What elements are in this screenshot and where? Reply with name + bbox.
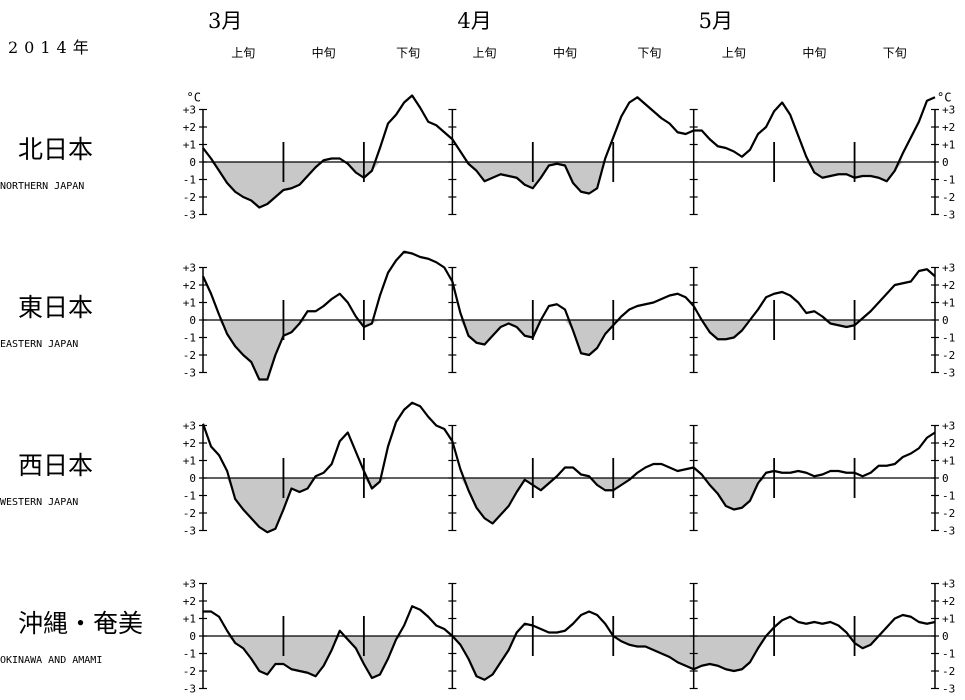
- y-tick-label: 0: [189, 472, 196, 485]
- y-tick-label: -3: [942, 367, 955, 380]
- region-name-en: NORTHERN JAPAN: [0, 181, 84, 192]
- y-tick-label: -3: [183, 209, 196, 222]
- region-name: 東日本: [18, 293, 93, 322]
- negative-fill: [203, 320, 935, 380]
- y-tick-label: +3: [942, 104, 955, 117]
- series-line: [202, 94, 936, 209]
- panel-2: 東日本 EASTERN JAPAN -3 -2 -1 0 +1 +2 +3 -3 -2 -1 0 +1 +2…: [0, 250, 955, 381]
- y-tick-label: -1: [183, 648, 196, 661]
- y-tick-label: +3: [942, 262, 955, 275]
- month-label: 5月: [699, 9, 733, 33]
- y-tick-label: -3: [942, 525, 955, 538]
- negative-fill: [203, 478, 935, 533]
- y-tick-label: +2: [183, 595, 196, 608]
- y-tick-label: 0: [942, 630, 949, 643]
- dekad-label: 上旬: [473, 46, 497, 60]
- y-tick-label: +1: [942, 297, 955, 310]
- dekad-label: 下旬: [883, 46, 907, 60]
- dekad-label: 中旬: [802, 45, 826, 60]
- y-tick-label: -3: [183, 367, 196, 380]
- y-tick-label: -1: [942, 332, 955, 345]
- y-tick-label: -3: [942, 209, 955, 222]
- y-tick-label: +1: [183, 297, 196, 310]
- y-tick-label: -1: [183, 490, 196, 503]
- y-tick-label: +2: [942, 279, 955, 292]
- negative-fill: [203, 636, 935, 680]
- y-tick-label: +1: [183, 455, 196, 468]
- series-line: [203, 605, 936, 681]
- dekad-label: 中旬: [553, 45, 577, 60]
- y-tick-label: -2: [183, 349, 196, 362]
- y-tick-label: -2: [942, 507, 955, 520]
- series-line: [201, 401, 936, 534]
- y-tick-label: -1: [183, 332, 196, 345]
- panel-3: 西日本 WESTERN JAPAN -3 -2 -1 0 +1 +2 +3 -3 -2 -1 0 +1 +2…: [0, 401, 955, 538]
- y-tick-label: 0: [189, 630, 196, 643]
- y-tick-label: -1: [942, 648, 955, 661]
- y-tick-label: +2: [942, 121, 955, 134]
- y-tick-label: -1: [942, 490, 955, 503]
- y-tick-label: -2: [942, 349, 955, 362]
- dekad-label: 上旬: [722, 46, 746, 60]
- y-tick-label: +3: [942, 578, 955, 591]
- y-tick-label: -2: [183, 665, 196, 678]
- y-tick-label: -2: [183, 507, 196, 520]
- dekad-label: 下旬: [637, 46, 661, 60]
- y-tick-label: +3: [942, 420, 955, 433]
- y-tick-label: 0: [942, 314, 949, 327]
- y-tick-label: +3: [183, 578, 196, 591]
- y-tick-label: -2: [942, 665, 955, 678]
- y-tick-label: +2: [183, 121, 196, 134]
- y-tick-label: +1: [942, 613, 955, 626]
- y-tick-label: +3: [183, 262, 196, 275]
- y-tick-label: -3: [942, 683, 955, 696]
- y-tick-label: -1: [942, 174, 955, 187]
- region-name: 沖縄・奄美: [18, 609, 143, 638]
- y-tick-label: +1: [942, 139, 955, 152]
- y-tick-label: +1: [942, 455, 955, 468]
- y-tick-label: +2: [183, 279, 196, 292]
- dekad-label: 下旬: [396, 46, 420, 60]
- y-tick-label: 0: [942, 472, 949, 485]
- y-tick-label: +2: [942, 595, 955, 608]
- region-name: 西日本: [18, 451, 93, 480]
- panel-4: 沖縄・奄美 OKINAWA AND AMAMI -3 -2 -1 0 +1 +2 +3 -3 -2 -…: [0, 578, 955, 696]
- y-tick-label: +2: [942, 437, 955, 450]
- region-name-en: WESTERN JAPAN: [0, 497, 78, 508]
- y-tick-label: +1: [183, 613, 196, 626]
- region-name-en: OKINAWA AND AMAMI: [0, 655, 102, 666]
- series-line: [202, 250, 936, 381]
- y-tick-label: +3: [183, 104, 196, 117]
- y-tick-label: +1: [183, 139, 196, 152]
- negative-fill: [203, 162, 935, 208]
- dekad-label: 中旬: [312, 45, 336, 60]
- y-tick-label: 0: [189, 314, 196, 327]
- region-name: 北日本: [18, 135, 93, 164]
- year-label: 2014年: [8, 38, 95, 57]
- y-tick-label: -3: [183, 525, 196, 538]
- y-tick-label: -2: [942, 191, 955, 204]
- month-label: 4月: [457, 9, 491, 33]
- y-tick-label: -2: [183, 191, 196, 204]
- y-tick-label: -1: [183, 174, 196, 187]
- unit-label: °C: [937, 91, 951, 105]
- region-name-en: EASTERN JAPAN: [0, 339, 78, 350]
- y-tick-label: 0: [189, 156, 196, 169]
- y-tick-label: +3: [183, 420, 196, 433]
- unit-label: °C: [187, 91, 201, 105]
- dekad-label: 上旬: [231, 46, 255, 60]
- y-tick-label: -3: [183, 683, 196, 696]
- y-tick-label: +2: [183, 437, 196, 450]
- month-label: 3月: [208, 9, 242, 33]
- y-tick-label: 0: [942, 156, 949, 169]
